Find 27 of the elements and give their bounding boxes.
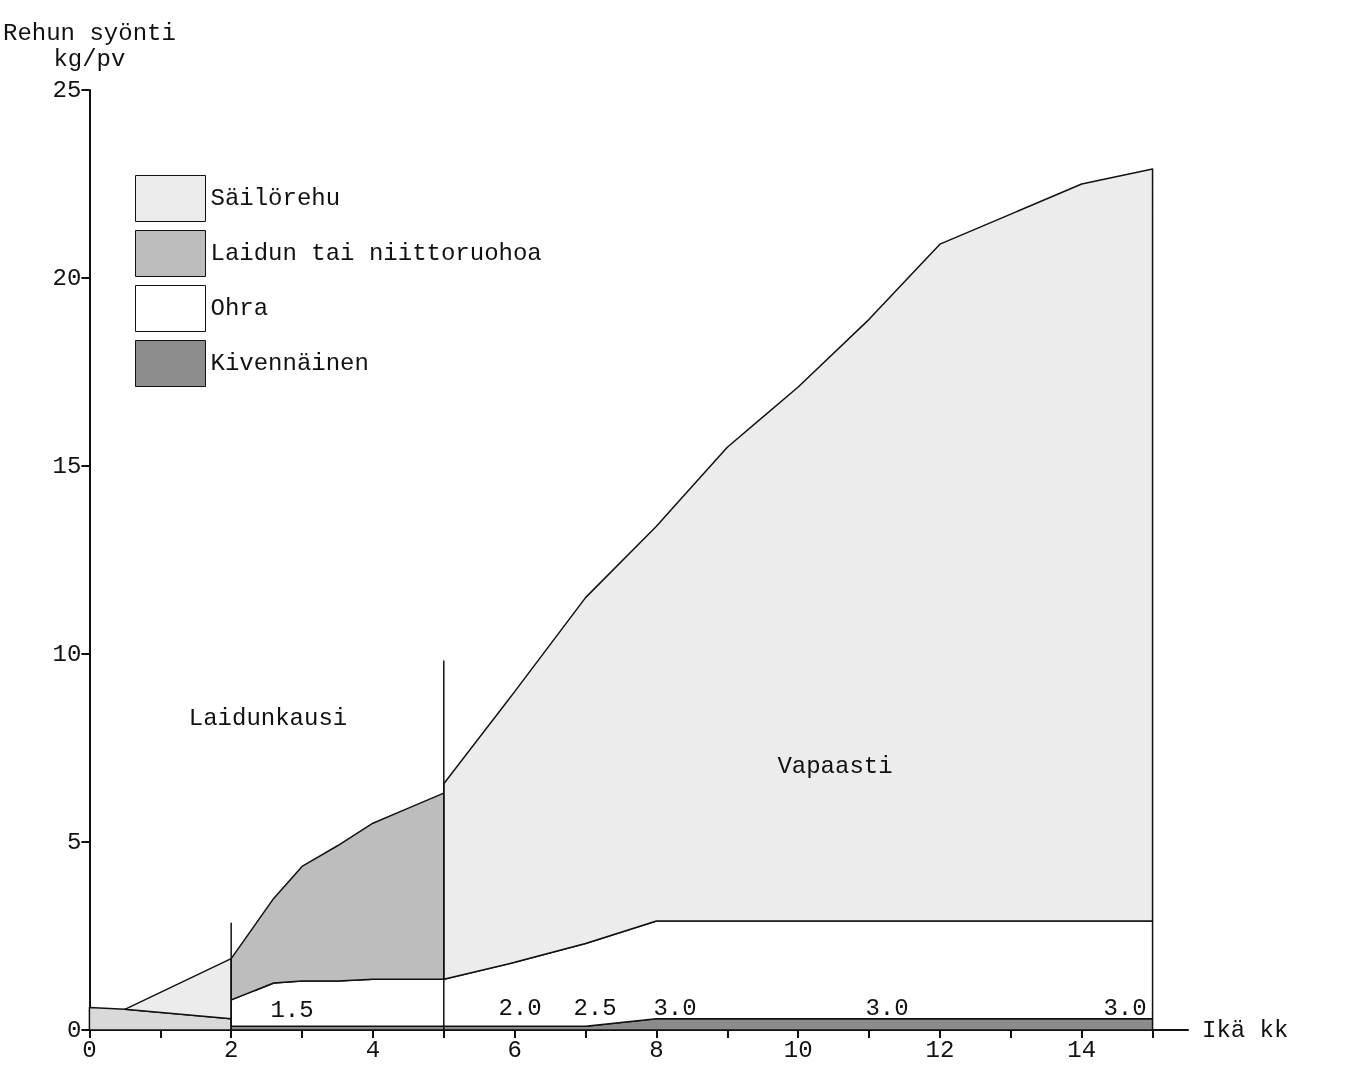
annotation: 2.5 bbox=[573, 994, 617, 1022]
legend-label: Ohra bbox=[210, 295, 269, 322]
x-tick-label: 10 bbox=[783, 1036, 813, 1064]
x-tick-label: 12 bbox=[925, 1036, 955, 1064]
x-tick-label: 8 bbox=[649, 1036, 664, 1064]
legend-label: Laidun tai niittoruohoa bbox=[210, 240, 542, 267]
y-tick-label: 0 bbox=[67, 1016, 82, 1044]
y-tick-label: 5 bbox=[67, 828, 82, 856]
annotation: 3.0 bbox=[653, 994, 697, 1022]
legend-label: Säilörehu bbox=[210, 185, 341, 212]
y-tick-label: 20 bbox=[52, 264, 82, 292]
annotation: Vapaasti bbox=[777, 752, 893, 780]
x-tick-label: 6 bbox=[507, 1036, 522, 1064]
y-tick-label: 10 bbox=[52, 640, 82, 668]
x-tick-label: 2 bbox=[223, 1036, 239, 1064]
y-tick-label: 15 bbox=[52, 452, 82, 480]
y-tick-label: 25 bbox=[52, 76, 82, 104]
legend-label: Kivennäinen bbox=[210, 350, 369, 377]
y-axis-title: Rehun syönti kg/pv bbox=[3, 19, 176, 73]
x-tick-label: 14 bbox=[1067, 1036, 1097, 1064]
annotation: 2.0 bbox=[498, 994, 542, 1022]
annotation: 3.0 bbox=[865, 994, 909, 1022]
x-axis-title: Ikä kk bbox=[1202, 1016, 1289, 1044]
x-tick-label: 4 bbox=[365, 1036, 381, 1064]
annotation: Laidunkausi bbox=[188, 704, 348, 732]
annotation: 1.5 bbox=[270, 996, 314, 1024]
annotation: 3.0 bbox=[1103, 994, 1147, 1022]
